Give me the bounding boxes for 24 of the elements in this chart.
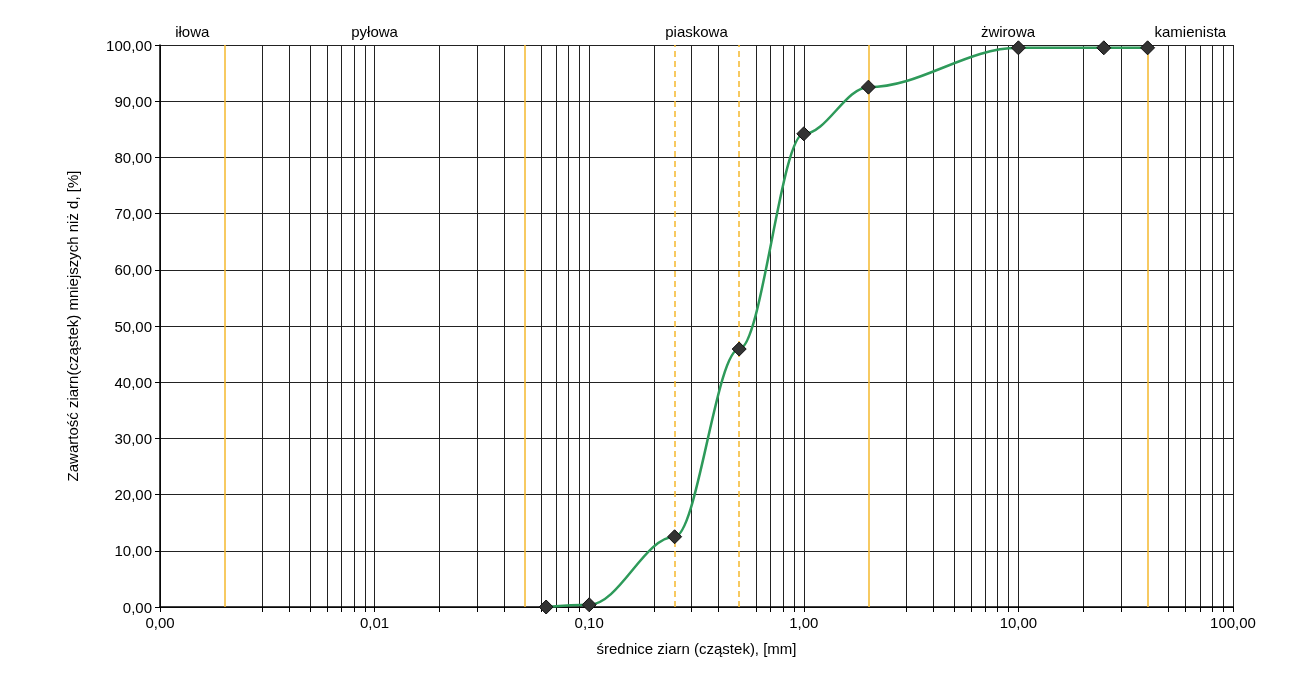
x-tick-label: 0,01 (360, 614, 390, 631)
y-tick-label: 50,00 (114, 317, 152, 335)
x-tick-label: 100,00 (1210, 614, 1256, 631)
text: iłowa (175, 23, 211, 40)
x-tick-label: 1,00 (789, 614, 819, 631)
y-tick-label: 10,00 (114, 542, 152, 560)
y-tick-label: 80,00 (114, 148, 152, 166)
y-tick-label: 0,00 (122, 598, 152, 616)
y-tick-label: 90,00 (114, 92, 152, 110)
y-tick-label: 70,00 (114, 205, 152, 223)
x-axis-title: średnice ziarn (cząstek), [mm] (596, 640, 797, 657)
y-tick-label: 20,00 (114, 486, 152, 504)
x-tick-label: 10,00 (999, 614, 1038, 631)
y-axis-title: Zawartość ziarn(cząstek) mniejszych niż d, [%] (64, 170, 81, 482)
text: pyłowa (351, 23, 399, 40)
text: piaskowa (665, 23, 729, 40)
y-tick-label: 40,00 (114, 373, 152, 391)
text: żwirowa (980, 23, 1036, 40)
x-tick-label: 0,10 (574, 614, 604, 631)
y-tick-label: 30,00 (114, 429, 152, 447)
text: kamienista (1154, 23, 1227, 40)
x-tick-label: 0,00 (145, 614, 175, 631)
y-tick-label: 60,00 (114, 261, 152, 279)
y-tick-label: 100,00 (106, 36, 152, 54)
